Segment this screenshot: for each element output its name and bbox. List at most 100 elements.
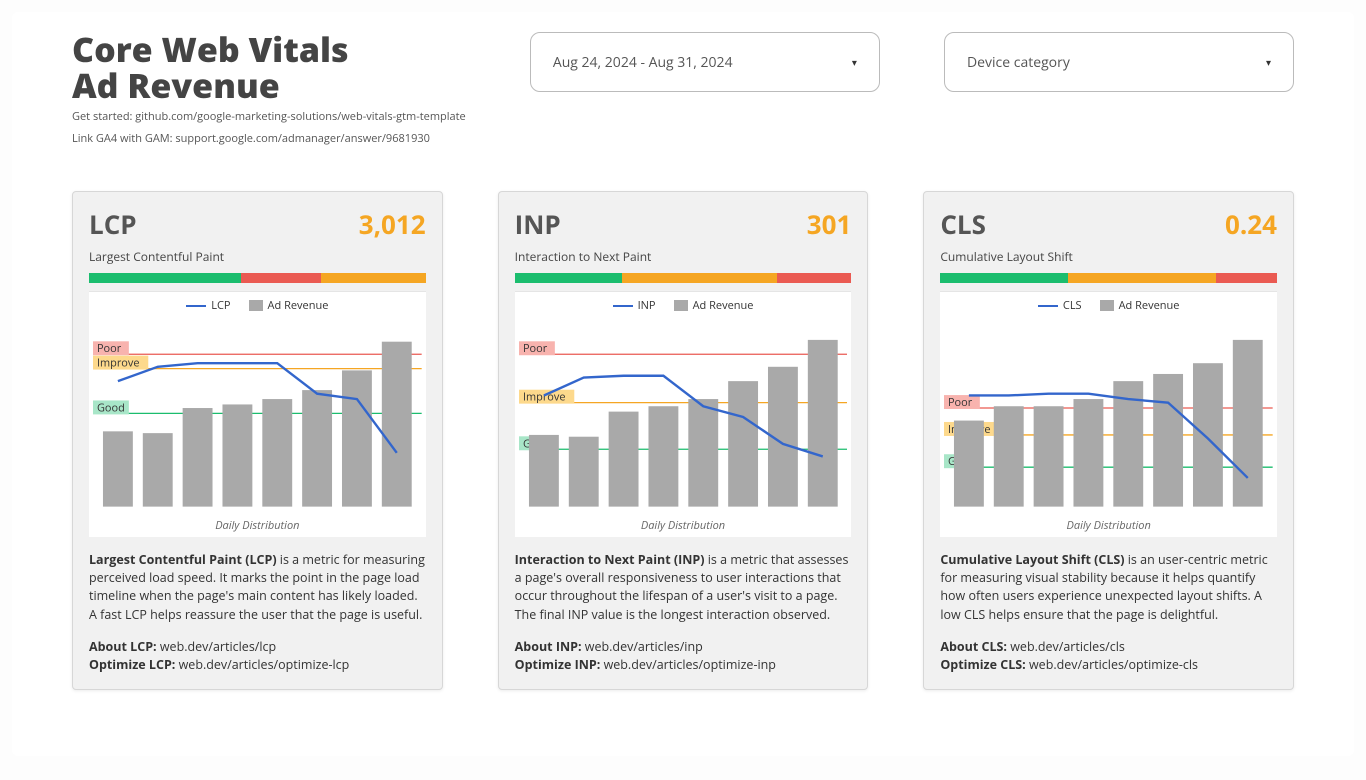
chart-caption: Daily Distribution: [93, 518, 422, 533]
bar: [529, 435, 559, 507]
device-category-label: Device category: [967, 53, 1070, 72]
metric-card-cls: CLS 0.24 Cumulative Layout Shift CLS Ad …: [923, 191, 1294, 690]
bar: [608, 412, 638, 507]
legend-line: LCP: [186, 298, 230, 313]
chart-svg: PoorImproveGood: [519, 317, 848, 512]
metric-card-inp: INP 301 Interaction to Next Paint INP Ad…: [498, 191, 869, 690]
caret-down-icon: ▾: [1266, 55, 1271, 69]
bar: [728, 381, 758, 506]
bar: [994, 406, 1024, 506]
bar-swatch-icon: [249, 300, 263, 311]
title-line-2: Ad Revenue: [72, 62, 280, 108]
date-range-label: Aug 24, 2024 - Aug 31, 2024: [553, 53, 733, 72]
chart-caption: Daily Distribution: [944, 518, 1273, 533]
bar: [1193, 363, 1223, 506]
chart-caption: Daily Distribution: [519, 518, 848, 533]
threshold-segment: [622, 273, 777, 283]
legend-line: CLS: [1038, 298, 1082, 313]
dashboard-page: Core Web Vitals Ad Revenue Get started: …: [12, 12, 1354, 756]
threshold-segment: [321, 273, 425, 283]
card-link: About LCP: web.dev/articles/lcp: [89, 638, 426, 657]
threshold-segment: [1216, 273, 1277, 283]
bar: [1034, 406, 1064, 506]
card-links: About INP: web.dev/articles/inpOptimize …: [515, 638, 852, 676]
card-link: Optimize INP: web.dev/articles/optimize-…: [515, 656, 852, 675]
header-row: Core Web Vitals Ad Revenue Get started: …: [72, 32, 1294, 146]
chart-legend: INP Ad Revenue: [519, 298, 848, 313]
card-link: About INP: web.dev/articles/inp: [515, 638, 852, 657]
card-link: Optimize CLS: web.dev/articles/optimize-…: [940, 656, 1277, 675]
legend-bars: Ad Revenue: [1100, 298, 1180, 313]
bar: [1074, 399, 1104, 507]
card-description: Cumulative Layout Shift (CLS) is an user…: [940, 551, 1277, 624]
threshold-segment: [777, 273, 851, 283]
bar-swatch-icon: [1100, 300, 1114, 311]
bar: [183, 408, 213, 507]
zone-label-improve: Improve: [523, 390, 566, 405]
threshold-bar: [940, 273, 1277, 283]
metric-value: 301: [807, 206, 852, 242]
chart-area: LCP Ad Revenue PoorImprove Good Daily Dis…: [89, 291, 426, 537]
zone-label-poor: Poor: [97, 341, 122, 356]
threshold-bar: [515, 273, 852, 283]
card-description: Largest Contentful Paint (LCP) is a metr…: [89, 551, 426, 624]
bar: [302, 390, 332, 507]
metric-abbr: CLS: [940, 206, 986, 242]
title-block: Core Web Vitals Ad Revenue Get started: …: [72, 32, 466, 146]
metric-value: 0.24: [1225, 206, 1277, 242]
legend-bars: Ad Revenue: [674, 298, 754, 313]
card-head: CLS 0.24: [940, 206, 1277, 242]
metric-full-name: Interaction to Next Paint: [515, 248, 852, 265]
bar: [568, 437, 598, 507]
card-links: About CLS: web.dev/articles/clsOptimize …: [940, 638, 1277, 676]
bar-swatch-icon: [674, 300, 688, 311]
legend-bars: Ad Revenue: [249, 298, 329, 313]
bar: [143, 433, 173, 507]
bar: [1233, 340, 1263, 507]
card-description: Interaction to Next Paint (INP) is a met…: [515, 551, 852, 624]
device-category-dropdown[interactable]: Device category ▾: [944, 32, 1294, 92]
line-swatch-icon: [186, 305, 206, 307]
metric-full-name: Largest Contentful Paint: [89, 248, 426, 265]
metric-abbr: INP: [515, 206, 561, 242]
caret-down-icon: ▾: [852, 55, 857, 69]
cards-row: LCP 3,012 Largest Contentful Paint LCP A…: [72, 191, 1294, 690]
bar: [808, 340, 838, 507]
threshold-segment: [940, 273, 1068, 283]
metric-full-name: Cumulative Layout Shift: [940, 248, 1277, 265]
bar: [1153, 374, 1183, 507]
chart-area: CLS Ad Revenue PoorImproveGood Daily Dis…: [940, 291, 1277, 537]
chart-legend: LCP Ad Revenue: [93, 298, 422, 313]
page-title: Core Web Vitals Ad Revenue: [72, 32, 466, 103]
chart-area: INP Ad Revenue PoorImproveGood Daily Dis…: [515, 291, 852, 537]
subline-1: Get started: github.com/google-marketing…: [72, 109, 466, 124]
card-head: INP 301: [515, 206, 852, 242]
line-swatch-icon: [1038, 305, 1058, 307]
bar: [222, 405, 252, 507]
card-link: About CLS: web.dev/articles/cls: [940, 638, 1277, 657]
metric-abbr: LCP: [89, 206, 137, 242]
zone-label-improve: Improve: [97, 356, 140, 371]
zone-label-poor: Poor: [948, 395, 973, 410]
line-swatch-icon: [613, 305, 633, 307]
threshold-segment: [1068, 273, 1216, 283]
bar: [103, 431, 133, 506]
card-links: About LCP: web.dev/articles/lcpOptimize …: [89, 638, 426, 676]
chart-legend: CLS Ad Revenue: [944, 298, 1273, 313]
card-link: Optimize LCP: web.dev/articles/optimize-…: [89, 656, 426, 675]
threshold-segment: [241, 273, 322, 283]
bar: [648, 406, 678, 506]
threshold-segment: [515, 273, 623, 283]
date-range-dropdown[interactable]: Aug 24, 2024 - Aug 31, 2024 ▾: [530, 32, 880, 92]
chart-svg: PoorImprove Good: [93, 317, 422, 512]
threshold-segment: [89, 273, 241, 283]
bar: [342, 371, 372, 507]
bar: [954, 421, 984, 507]
legend-line: INP: [613, 298, 656, 313]
subline-2: Link GA4 with GAM: support.google.com/ad…: [72, 131, 466, 146]
zone-label-good: Good: [97, 401, 125, 416]
threshold-bar: [89, 273, 426, 283]
bar: [382, 342, 412, 507]
bar: [262, 399, 292, 507]
metric-card-lcp: LCP 3,012 Largest Contentful Paint LCP A…: [72, 191, 443, 690]
